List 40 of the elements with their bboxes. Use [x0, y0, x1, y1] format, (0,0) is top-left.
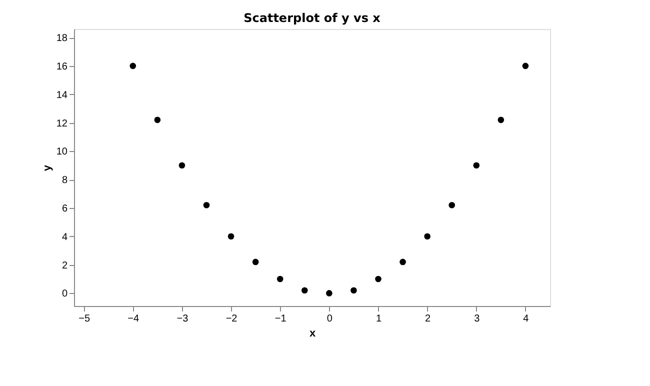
point [252, 258, 259, 266]
point [424, 233, 430, 240]
point [301, 287, 308, 294]
point [228, 233, 234, 240]
x-tick-label: −5 [78, 314, 90, 324]
x-tick-label: 1 [376, 314, 382, 324]
x-axis-title: x [309, 328, 316, 340]
y-axis-title: y [41, 164, 54, 172]
point [203, 202, 210, 208]
y-tick-label: 16 [56, 61, 68, 72]
x-tick-label: 3 [474, 314, 480, 324]
point [375, 276, 382, 282]
y-tick-label: 0 [62, 288, 68, 300]
y-tick-label: 6 [62, 203, 68, 214]
chart-title: Scatterplot of y vs x [244, 11, 381, 25]
point [326, 290, 332, 296]
point [154, 116, 161, 124]
x-tick-label: 4 [523, 314, 530, 324]
y-tick-label: 12 [56, 118, 68, 130]
x-tick-label: 0 [326, 314, 333, 324]
y-tick-label: 14 [56, 90, 68, 101]
x-tick-label: −2 [226, 314, 238, 324]
point [178, 162, 186, 169]
point [448, 202, 456, 208]
y-tick-label: 8 [62, 175, 68, 186]
x-tick-label: 2 [425, 314, 432, 324]
point [276, 276, 284, 282]
y-tick-label: 4 [62, 232, 68, 243]
x-tick-label: −4 [128, 314, 140, 324]
point [400, 258, 406, 266]
y-tick-label: 18 [56, 33, 68, 44]
point [522, 62, 529, 70]
point [130, 62, 136, 70]
point [473, 162, 480, 169]
y-tick-label: 10 [56, 146, 68, 158]
y-tick-label: 2 [62, 260, 68, 272]
x-tick-label: −1 [274, 314, 287, 324]
point [498, 116, 504, 124]
x-tick-label: −3 [176, 314, 189, 324]
point [350, 287, 357, 294]
